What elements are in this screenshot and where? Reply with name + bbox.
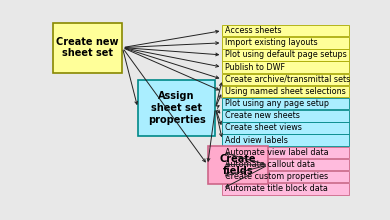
FancyBboxPatch shape: [222, 147, 349, 158]
Text: Create archive/transmittal sets: Create archive/transmittal sets: [225, 75, 350, 84]
FancyBboxPatch shape: [222, 134, 349, 146]
FancyBboxPatch shape: [222, 110, 349, 122]
FancyBboxPatch shape: [138, 80, 215, 136]
FancyBboxPatch shape: [222, 73, 349, 85]
Text: Automate title block data: Automate title block data: [225, 184, 328, 193]
Text: Import existing layouts: Import existing layouts: [225, 38, 317, 47]
Text: Automate callout data: Automate callout data: [225, 160, 315, 169]
Text: Plot using any page setup: Plot using any page setup: [225, 99, 329, 108]
Text: Plot using default page setups: Plot using default page setups: [225, 50, 346, 59]
Text: Publish to DWF: Publish to DWF: [225, 63, 285, 72]
FancyBboxPatch shape: [222, 25, 349, 36]
FancyBboxPatch shape: [222, 49, 349, 61]
Text: Create
fields: Create fields: [220, 154, 256, 176]
Text: Automate view label data: Automate view label data: [225, 148, 328, 157]
FancyBboxPatch shape: [222, 98, 349, 109]
Text: Assign
sheet set
properties: Assign sheet set properties: [148, 92, 206, 125]
Text: Create sheet views: Create sheet views: [225, 123, 301, 132]
Text: Add view labels: Add view labels: [225, 136, 287, 145]
FancyBboxPatch shape: [53, 22, 122, 73]
Text: Create custom properties: Create custom properties: [225, 172, 328, 181]
Text: Access sheets: Access sheets: [225, 26, 281, 35]
Text: Using named sheet selections: Using named sheet selections: [225, 87, 346, 96]
FancyBboxPatch shape: [222, 37, 349, 49]
FancyBboxPatch shape: [222, 183, 349, 194]
FancyBboxPatch shape: [222, 61, 349, 73]
FancyBboxPatch shape: [222, 171, 349, 182]
Text: Create new
sheet set: Create new sheet set: [56, 37, 119, 58]
FancyBboxPatch shape: [222, 159, 349, 170]
Text: Create new sheets: Create new sheets: [225, 111, 300, 120]
FancyBboxPatch shape: [207, 146, 268, 184]
FancyBboxPatch shape: [222, 86, 349, 97]
FancyBboxPatch shape: [222, 122, 349, 134]
